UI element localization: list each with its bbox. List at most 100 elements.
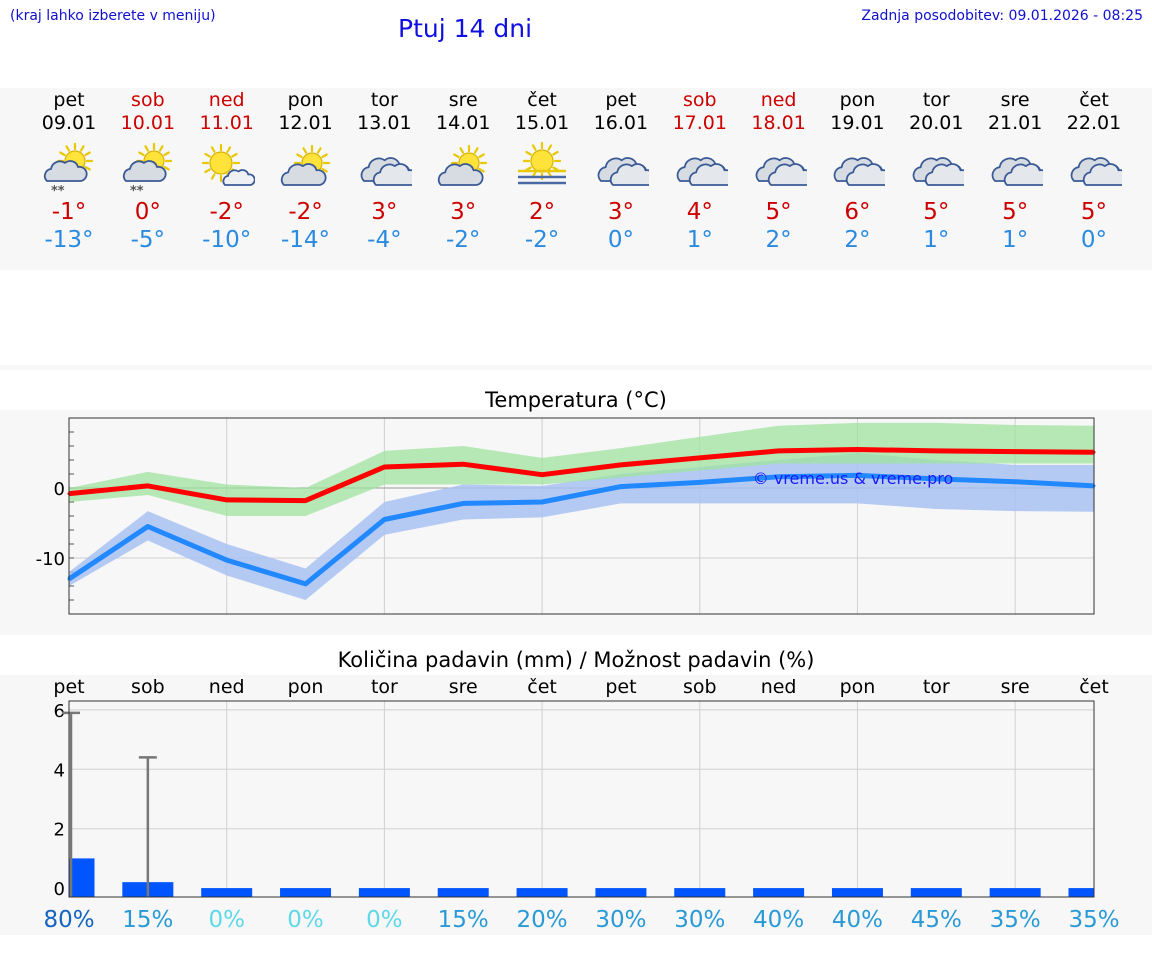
precip-day-label: sre <box>449 676 478 698</box>
temp-max: 5° <box>1002 199 1029 225</box>
min-temp-point <box>1013 480 1017 484</box>
precip-probability: 15% <box>438 907 489 933</box>
precip-chart-title: Količina padavin (mm) / Možnost padavin … <box>337 648 815 672</box>
min-temp-point <box>777 475 781 479</box>
partly-cloudy-snow-icon: ** <box>122 142 172 197</box>
temp-min: -5° <box>130 227 166 253</box>
y-tick-label: 0 <box>54 879 65 900</box>
max-temp-point <box>1013 450 1017 454</box>
precip-bar <box>753 888 805 897</box>
temp-max: 3° <box>371 199 398 225</box>
day-date: 21.01 <box>987 112 1043 134</box>
temp-min: -14° <box>280 227 331 253</box>
temp-min: -13° <box>44 227 94 253</box>
max-temp-point <box>146 484 150 488</box>
precip-bar <box>1068 888 1094 897</box>
day-date: 13.01 <box>357 112 412 134</box>
min-temp-point <box>304 582 308 586</box>
sun-fog-icon <box>518 141 567 185</box>
precip-day-label: čet <box>527 676 557 698</box>
precip-bar <box>674 888 726 897</box>
day-name: sre <box>1000 89 1030 111</box>
forecast-day: tor 20.01 5° 1° <box>896 88 976 254</box>
precip-bar <box>831 888 883 897</box>
precip-bar <box>595 888 647 897</box>
precip-bar <box>989 888 1041 897</box>
min-temp-band <box>69 453 1094 600</box>
temp-max: -2° <box>288 199 323 225</box>
day-date: 14.01 <box>436 112 491 134</box>
forecast-day: pet 16.01 3° 0° <box>581 88 661 254</box>
min-temp-point <box>934 477 938 481</box>
cloudy-icon <box>597 157 649 186</box>
temperature-chart: 0 -10 © vreme.us & vreme.pro <box>36 417 1096 615</box>
day-name: tor <box>922 89 950 111</box>
forecast-day: sre 14.01 3° -2° <box>423 88 503 254</box>
partly-cloudy-snow-icon: ** <box>43 142 94 197</box>
sun-small-cloud-icon <box>201 143 255 186</box>
temp-max: -1° <box>51 199 87 225</box>
watermark: © vreme.us & vreme.pro <box>753 469 954 488</box>
page-title: Ptuj 14 dni <box>398 14 533 43</box>
temp-min: 1° <box>923 227 950 253</box>
min-temp-point <box>619 485 623 489</box>
precip-probability: 15% <box>122 907 173 933</box>
svg-text:**: ** <box>130 184 144 197</box>
precip-day-label: ned <box>209 676 245 698</box>
y-tick-label: 0 <box>54 479 65 500</box>
temp-max: -2° <box>209 199 244 225</box>
max-temp-line <box>68 447 1095 504</box>
day-name: čet <box>1079 89 1109 111</box>
y-tick-label: 2 <box>54 820 65 841</box>
day-name: čet <box>527 89 557 111</box>
band-divider <box>0 365 1152 370</box>
forecast-day: sre 21.01 5° 1° <box>975 88 1055 254</box>
precip-bar <box>201 888 253 897</box>
svg-text:**: ** <box>51 184 65 197</box>
precip-probability: 80% <box>43 907 94 933</box>
max-temp-point <box>698 456 702 460</box>
forecast-day: pon 12.01 -2° -14° <box>266 88 346 254</box>
precip-day-label: sob <box>131 676 165 698</box>
precip-day-label: pon <box>288 676 324 698</box>
min-temp-point <box>382 518 386 521</box>
temp-max: 6° <box>844 199 871 225</box>
day-date: 12.01 <box>278 112 333 134</box>
day-date: 10.01 <box>120 112 176 134</box>
cloudy-icon <box>361 157 413 186</box>
temp-max: 5° <box>1080 199 1108 225</box>
day-date: 15.01 <box>514 112 570 134</box>
precip-day-label: tor <box>923 676 950 698</box>
partly-cloudy-icon <box>438 144 488 186</box>
cloudy-icon <box>912 157 965 186</box>
precip-probability: 0% <box>208 907 245 933</box>
temp-min: -4° <box>367 227 402 253</box>
forecast-day: čet 22.01 5° 0° <box>1054 88 1134 254</box>
precip-probability: 0% <box>287 907 324 933</box>
forecast-day: ned 11.01 -2° -10° <box>187 88 267 254</box>
precip-chart: pet sob ned pon tor sre čet pet sob ned pon tor sre č… <box>43 676 1119 933</box>
day-name: pon <box>839 89 876 111</box>
precip-day-label: sre <box>1001 676 1030 698</box>
day-date: 19.01 <box>830 112 885 134</box>
forecast-day: tor 13.01 3° -4° <box>344 88 424 254</box>
y-tick-label: -10 <box>36 549 65 570</box>
forecast-day: čet 15.01 2° -2° <box>502 88 582 254</box>
precip-probability: 40% <box>753 907 804 933</box>
y-tick-label: 6 <box>54 701 65 722</box>
precip-probability: 30% <box>674 907 725 933</box>
forecast-day: pon 19.01 6° 2° <box>817 88 897 254</box>
location-menu-hint: (kraj lahko izberete v meniju) <box>10 8 216 24</box>
day-name: sob <box>682 89 717 111</box>
plot-frame <box>68 700 1095 898</box>
precip-probability: 35% <box>990 907 1041 933</box>
cloudy-icon <box>991 157 1044 186</box>
precip-bar <box>358 888 410 897</box>
temp-min: 2° <box>765 227 792 253</box>
temp-max: 4° <box>686 199 713 225</box>
forecast-days: pet 09.01 ** -1° -13° sob 10.01 ** 0° -5° ned 11.01… <box>0 88 1152 270</box>
forecast-day: pet 09.01 ** -1° -13° <box>29 88 109 254</box>
precip-day-label: sob <box>683 676 717 698</box>
forecast-day: sob 17.01 4° 1° <box>660 88 740 254</box>
precip-probability: 40% <box>832 907 883 933</box>
